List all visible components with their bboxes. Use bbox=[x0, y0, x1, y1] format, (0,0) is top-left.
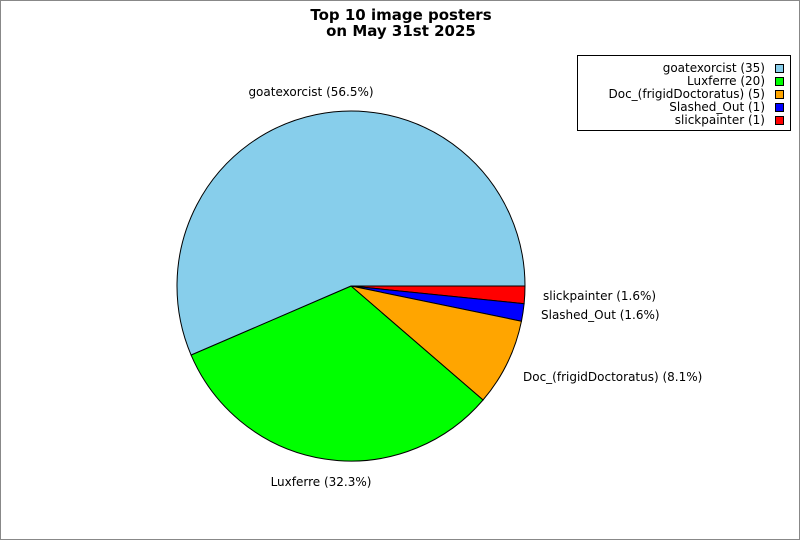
pie-slice-doc-frigiddoctoratus bbox=[349, 285, 523, 401]
legend-label: Doc_(frigidDoctoratus) (5) bbox=[608, 87, 766, 101]
legend-label: Slashed_Out (1) bbox=[669, 100, 765, 114]
chart-title-line-1: Top 10 image posters bbox=[310, 6, 492, 24]
slice-label-goatexorcist: goatexorcist (56.5%) bbox=[248, 85, 373, 99]
legend-label: slickpainter (1) bbox=[674, 113, 765, 127]
pie-slice-goatexorcist bbox=[176, 110, 526, 356]
legend-swatch bbox=[775, 103, 784, 112]
legend: goatexorcist (35) Luxferre (20) Doc_(fri… bbox=[577, 55, 791, 131]
pie-slice-luxferre bbox=[190, 285, 484, 462]
legend-label: goatexorcist (35) bbox=[662, 61, 765, 75]
slice-label-luxferre: Luxferre (32.3%) bbox=[271, 475, 372, 489]
chart-title: Top 10 image posters on May 31st 2025 bbox=[1, 6, 799, 40]
slice-label-slashed-out: Slashed_Out (1.6%) bbox=[541, 308, 660, 322]
legend-label: Luxferre (20) bbox=[686, 74, 765, 88]
slice-label-slickpainter: slickpainter (1.6%) bbox=[543, 289, 656, 303]
legend-item-goatexorcist: goatexorcist (35) bbox=[663, 62, 784, 75]
chart-title-line-2: on May 31st 2025 bbox=[326, 22, 476, 40]
legend-swatch bbox=[775, 77, 784, 86]
legend-item-slashed-out: Slashed_Out (1) bbox=[669, 101, 784, 114]
legend-swatch bbox=[775, 64, 784, 73]
legend-item-slickpainter: slickpainter (1) bbox=[675, 114, 784, 127]
legend-item-luxferre: Luxferre (20) bbox=[687, 75, 784, 88]
slice-label-doc-frigiddoctoratus: Doc_(frigidDoctoratus) (8.1%) bbox=[523, 370, 702, 384]
legend-swatch bbox=[775, 90, 784, 99]
legend-swatch bbox=[775, 116, 784, 125]
legend-item-doc: Doc_(frigidDoctoratus) (5) bbox=[608, 87, 784, 101]
